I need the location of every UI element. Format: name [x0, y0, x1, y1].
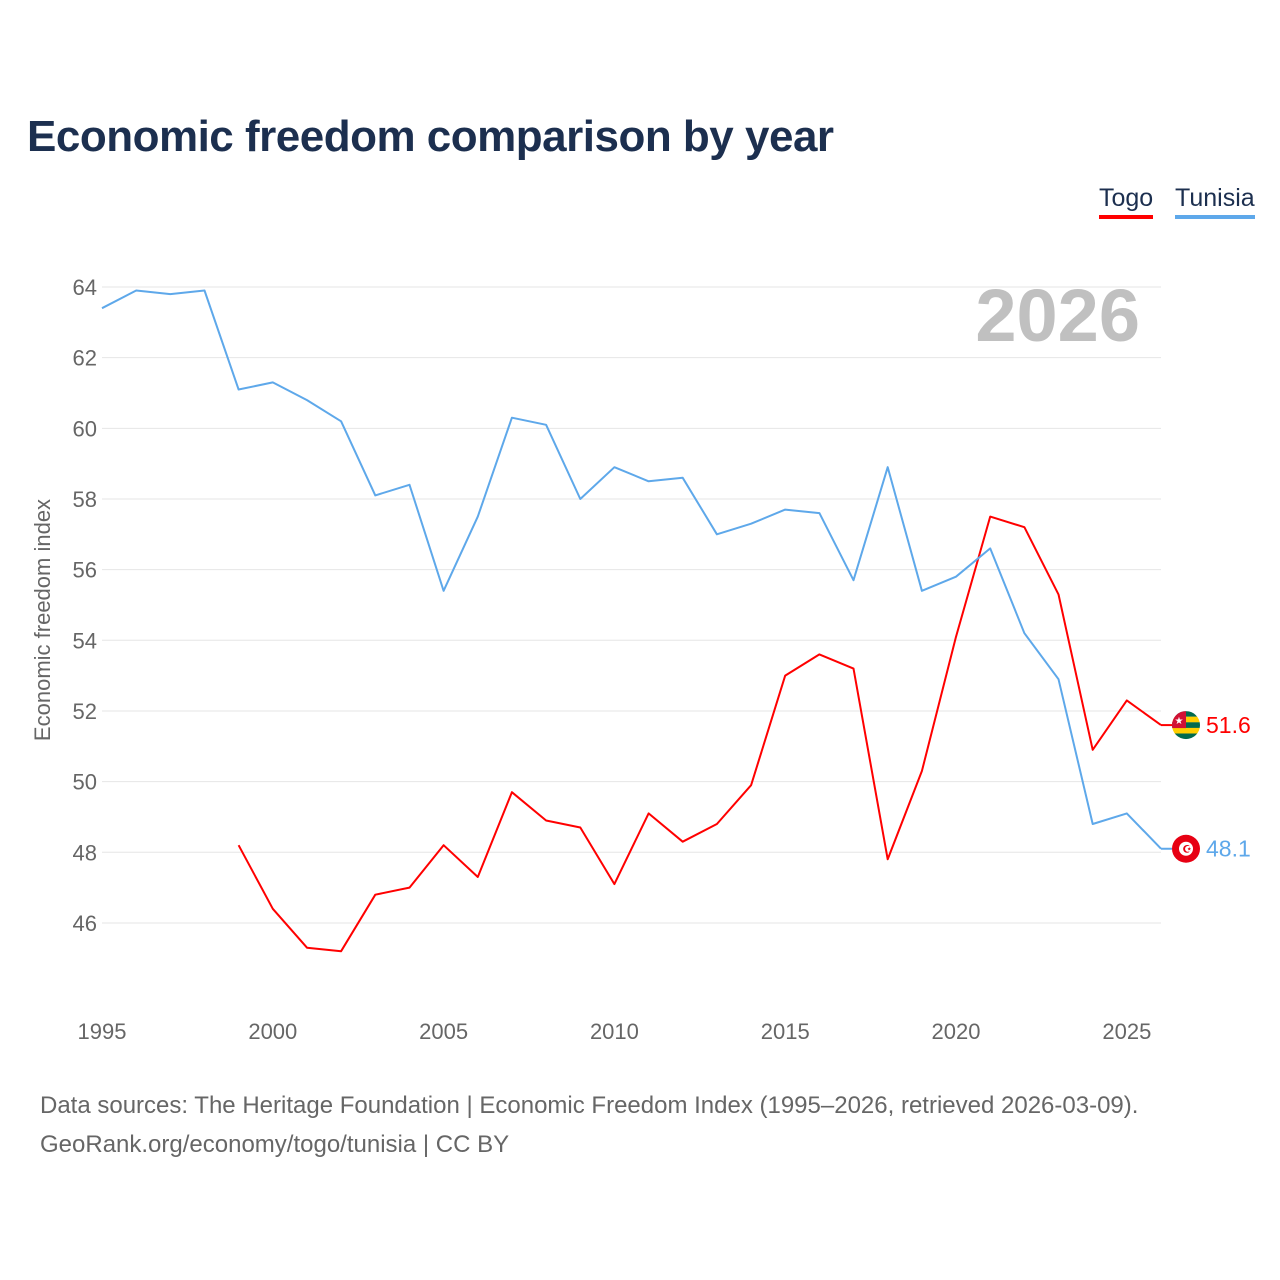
- togo-flag-icon: ★: [1172, 711, 1200, 740]
- y-axis-label: Economic freedom index: [30, 499, 55, 741]
- x-tick-label: 1995: [78, 1019, 127, 1044]
- x-tick-label: 2025: [1102, 1019, 1151, 1044]
- legend-togo[interactable]: Togo: [1099, 184, 1154, 219]
- x-tick-label: 2020: [932, 1019, 981, 1044]
- data-source-text: Data sources: The Heritage Foundation | …: [40, 1092, 1139, 1119]
- y-tick-label: 52: [73, 699, 97, 724]
- y-tick-label: 54: [73, 628, 97, 653]
- y-tick-label: 64: [73, 275, 97, 300]
- y-tick-label: 58: [73, 487, 97, 512]
- footer: Data sources: The Heritage Foundation | …: [40, 1086, 1138, 1164]
- legend-tunisia[interactable]: Tunisia: [1175, 184, 1255, 219]
- end-value-label-tunisia: 48.1: [1206, 836, 1251, 862]
- x-tick-label: 2005: [419, 1019, 468, 1044]
- source-link[interactable]: GeoRank.org/economy/togo/tunisia | CC BY: [40, 1131, 510, 1158]
- y-tick-label: 56: [73, 558, 97, 583]
- x-tick-label: 2000: [248, 1019, 297, 1044]
- y-tick-label: 60: [73, 416, 97, 441]
- series-line-tunisia: [101, 289, 1162, 850]
- chart-title: Economic freedom comparison by year: [27, 112, 834, 161]
- tunisia-flag-crescent: ☪: [1183, 845, 1192, 856]
- svg-text:★: ★: [1175, 716, 1184, 727]
- tunisia-flag-disc: [1179, 841, 1193, 856]
- y-tick-label: 48: [73, 840, 97, 865]
- end-value-label-togo: 51.6: [1206, 712, 1251, 738]
- y-tick-label: 62: [73, 346, 97, 371]
- y-tick-label: 46: [73, 911, 97, 936]
- x-tick-label: 2015: [761, 1019, 810, 1044]
- year-watermark: 2026: [975, 274, 1140, 357]
- x-tick-label: 2010: [590, 1019, 639, 1044]
- y-tick-label: 50: [73, 770, 97, 795]
- series-line-togo: [237, 515, 1162, 953]
